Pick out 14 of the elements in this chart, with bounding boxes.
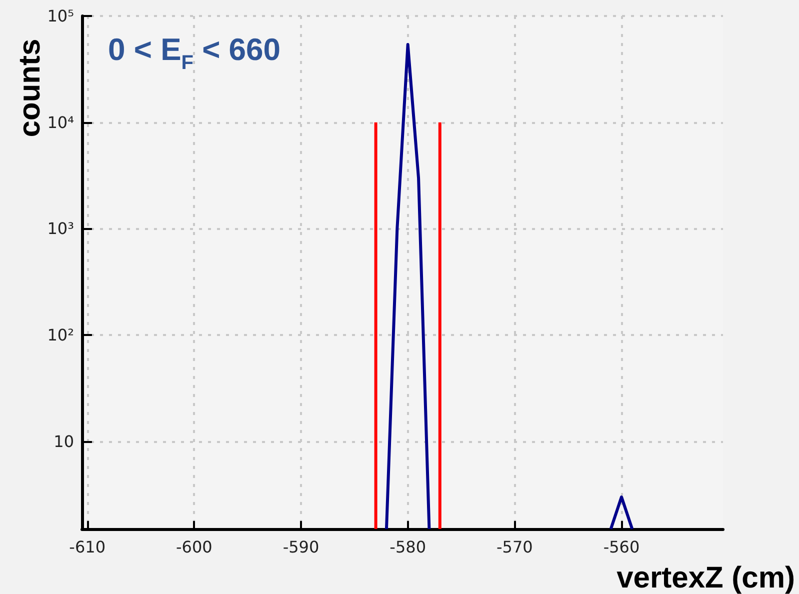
x-tick-label: -600	[176, 538, 212, 556]
y-tick-label: 10²	[47, 326, 74, 345]
y-tick-label: 10	[54, 432, 74, 451]
line-series	[384, 42, 431, 530]
y-tick-label: 10⁵	[47, 6, 74, 26]
x-tick-label: -610	[69, 538, 106, 556]
y-tick-label: 10⁴	[47, 112, 74, 132]
x-tick-label: -560	[603, 538, 640, 556]
y-axis-title: counts	[14, 38, 46, 138]
y-tick-label: 10³	[47, 219, 74, 238]
x-tick-label: -580	[390, 538, 426, 556]
x-tick-label: -590	[282, 538, 320, 556]
x-axis-title: vertexZ (cm)	[616, 562, 795, 594]
x-tick-label: -570	[496, 538, 533, 556]
